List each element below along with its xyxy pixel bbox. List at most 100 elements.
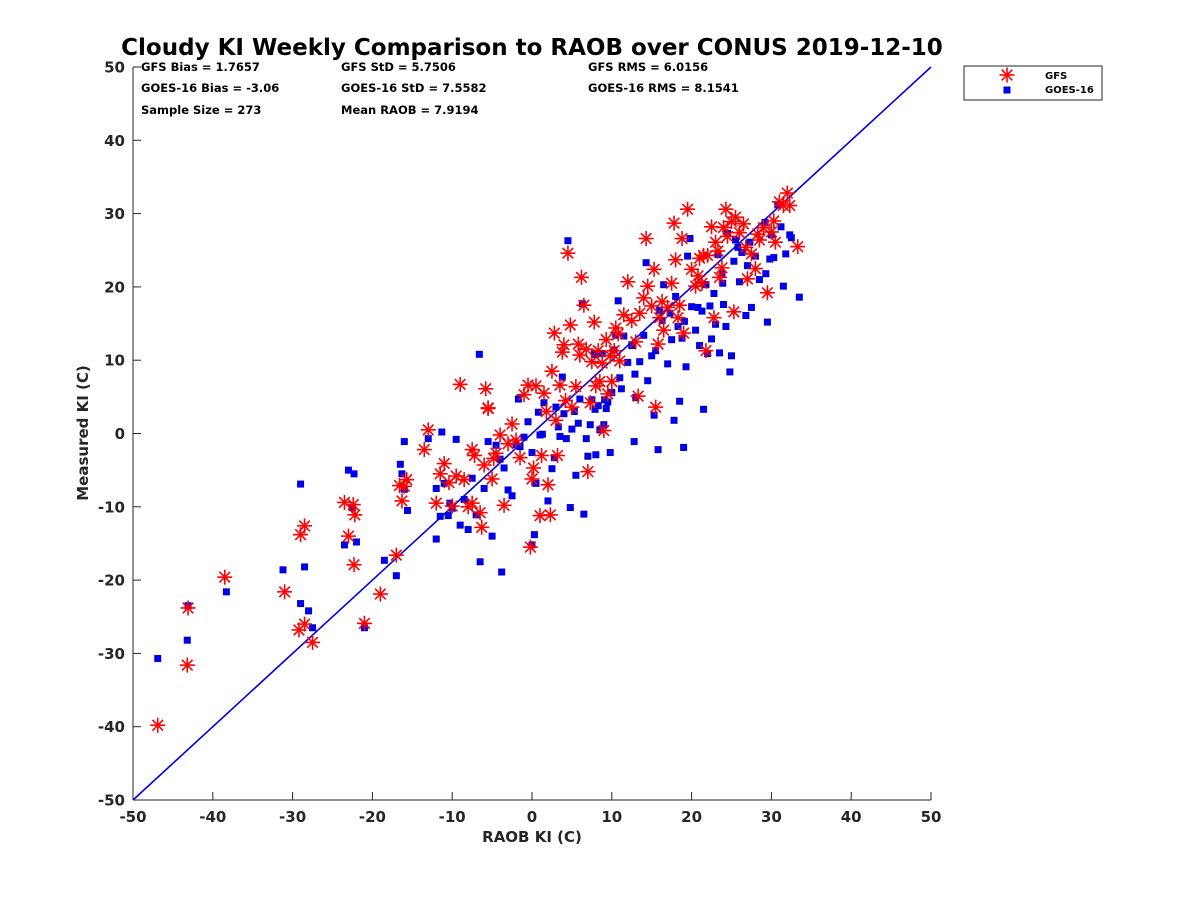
goes-16-point (766, 255, 774, 263)
asterisk-stroke (612, 327, 625, 340)
goes-16-point (444, 512, 452, 520)
gfs-point (710, 243, 726, 259)
asterisk-stroke (494, 429, 506, 441)
goes-16-point (614, 297, 622, 305)
goes-16-point (648, 352, 656, 360)
goes-16-point (432, 484, 440, 492)
gfs-point (766, 213, 782, 229)
gfs-point (739, 271, 755, 287)
asterisk-stroke (761, 286, 774, 299)
reference-line-layer (132, 66, 932, 801)
goes-16-point (777, 223, 785, 231)
asterisk-stroke (749, 262, 762, 275)
asterisk-stroke (422, 423, 435, 436)
asterisk-stroke (278, 585, 291, 598)
goes-16-point (680, 443, 688, 451)
gfs-point (652, 310, 668, 326)
asterisk-stroke (717, 221, 730, 234)
asterisk-stroke (578, 299, 590, 312)
asterisk-stroke (640, 232, 652, 245)
asterisk-stroke (562, 247, 574, 260)
asterisk-stroke (358, 617, 371, 630)
x-tick-labels: -50 -40 -30 -20 -10 0 10 20 30 40 50 (119, 808, 941, 826)
asterisk-stroke (570, 380, 582, 393)
asterisk-stroke (716, 261, 728, 274)
gfs-point (570, 336, 586, 352)
x-tick-label: -20 (359, 808, 386, 826)
goes-16-point (779, 282, 787, 290)
asterisk-stroke (534, 509, 546, 522)
goes-16-point (674, 322, 682, 330)
asterisk-stroke (446, 500, 459, 512)
asterisk-stroke (720, 203, 732, 216)
asterisk-stroke (709, 236, 722, 249)
goes-16-point (761, 218, 769, 226)
asterisk-stroke (450, 470, 463, 482)
asterisk-stroke (753, 234, 766, 246)
legend-marker-gfs (999, 67, 1015, 83)
asterisk-stroke (767, 215, 780, 227)
gfs-point (356, 615, 372, 631)
asterisk-stroke (474, 506, 486, 519)
asterisk-stroke (621, 275, 634, 288)
goes-16-point (719, 279, 727, 287)
asterisk-stroke (597, 424, 610, 437)
goes-16-point (735, 278, 743, 286)
asterisk-stroke (585, 355, 598, 368)
points-layer (150, 185, 806, 733)
gfs-point (472, 505, 488, 521)
x-tick-label: -10 (439, 808, 466, 826)
asterisk-stroke (700, 344, 712, 357)
gfs-point (608, 320, 624, 336)
asterisk-stroke (526, 473, 538, 485)
asterisk-stroke (609, 322, 622, 334)
goes-16-point (516, 443, 524, 451)
goes-16-point (566, 504, 574, 512)
goes-16-point (698, 307, 706, 315)
goes-16-point (530, 531, 538, 539)
asterisk-stroke (400, 473, 413, 486)
gfs-point (712, 269, 728, 285)
asterisk-stroke (390, 549, 403, 562)
goes-16-point (562, 435, 570, 443)
asterisk-stroke (498, 499, 510, 512)
gfs-point (534, 447, 550, 463)
x-tick-label: 10 (601, 808, 622, 826)
gfs-point (556, 337, 572, 353)
gfs-point (747, 261, 763, 277)
goes-16-point (742, 311, 750, 319)
goes-16-point (710, 289, 718, 297)
gfs-point (620, 274, 636, 290)
asterisk-stroke (668, 217, 680, 229)
goes-16-point (787, 234, 795, 242)
asterisk-stroke (572, 338, 585, 350)
gfs-point (628, 334, 644, 350)
asterisk-stroke (593, 375, 606, 388)
gfs-point (558, 393, 574, 409)
asterisk-stroke (588, 316, 601, 328)
goes-16-point (279, 566, 287, 574)
goes-16-point (436, 512, 444, 520)
x-tick-label: -40 (199, 808, 226, 826)
goes-16-point (404, 506, 412, 514)
axes-layer (132, 66, 932, 801)
gfs-point (706, 310, 722, 326)
goes-16-point (731, 236, 739, 244)
gfs-point (638, 231, 654, 247)
gfs-point (546, 325, 562, 341)
goes-16-point (616, 374, 624, 382)
asterisk-stroke (765, 226, 778, 238)
x-tick-label: 0 (527, 808, 537, 826)
asterisk-stroke (681, 203, 694, 216)
goes-16-point (480, 484, 488, 492)
asterisk-stroke (673, 299, 686, 312)
asterisk-stroke (584, 396, 597, 409)
asterisk-stroke (479, 382, 492, 395)
goes-16-point (762, 270, 770, 278)
gfs-point (478, 381, 494, 397)
asterisk-stroke (608, 344, 621, 357)
asterisk-stroke (656, 295, 668, 308)
asterisk-stroke (701, 249, 714, 262)
gfs-point (484, 471, 500, 487)
asterisk-stroke (741, 272, 754, 285)
